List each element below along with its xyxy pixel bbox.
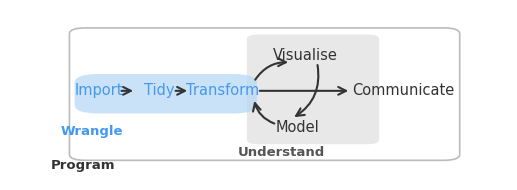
Text: Tidy: Tidy xyxy=(144,83,174,98)
Text: Understand: Understand xyxy=(237,146,325,159)
Text: Wrangle: Wrangle xyxy=(60,125,123,138)
FancyBboxPatch shape xyxy=(74,74,257,113)
Text: Visualise: Visualise xyxy=(272,48,338,63)
FancyBboxPatch shape xyxy=(69,28,460,160)
Text: Program: Program xyxy=(50,159,115,172)
Text: Model: Model xyxy=(275,120,319,135)
Text: Communicate: Communicate xyxy=(352,83,454,98)
Text: Transform: Transform xyxy=(186,83,260,98)
FancyBboxPatch shape xyxy=(247,35,379,144)
Text: Import: Import xyxy=(74,83,123,98)
